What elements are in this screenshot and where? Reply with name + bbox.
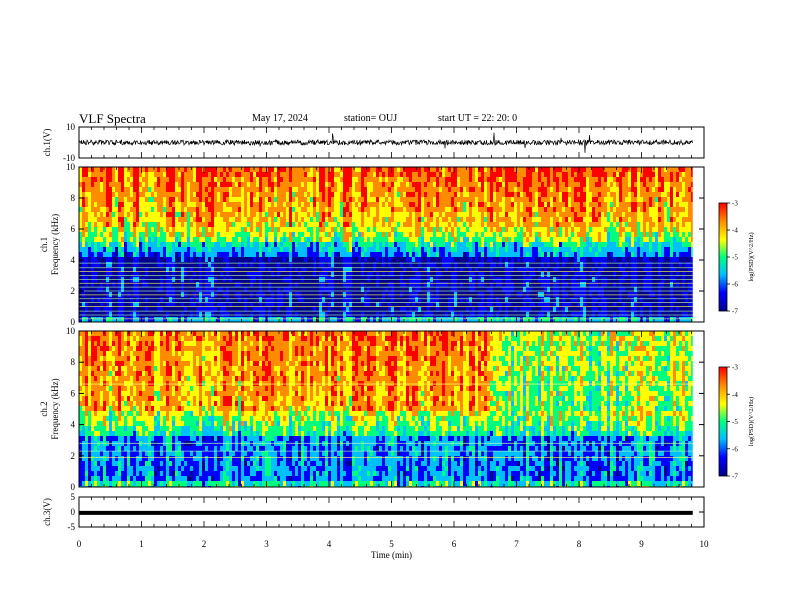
x-tick-label: 1 xyxy=(139,539,144,549)
x-tick-label: 0 xyxy=(77,539,82,549)
colorbar-1 xyxy=(718,202,728,312)
ch2-spec-tick-label: 8 xyxy=(71,357,76,367)
colorbar-tick-label: -3 xyxy=(732,200,738,208)
ch1-spec-tick-label: 8 xyxy=(71,193,76,203)
colorbar-tick-label: -4 xyxy=(732,391,738,399)
x-tick-label: 2 xyxy=(202,539,207,549)
start-time-label: start UT = 22: 20: 0 xyxy=(438,113,518,124)
ch1-spec-ylabel: Frequency (kHz) xyxy=(50,214,60,275)
ch3-wave-tick-label: -5 xyxy=(68,522,76,532)
spectrogram-cells xyxy=(79,331,693,487)
ch1-spec-tick-label: 10 xyxy=(66,162,76,172)
ch3-wave-tick-label: 5 xyxy=(71,492,76,502)
x-tick-label: 8 xyxy=(577,539,582,549)
colorbar-label: log(PSD)(V^2/Hz) xyxy=(748,232,755,281)
x-tick-label: 6 xyxy=(452,539,457,549)
colorbar-tick-label: -6 xyxy=(732,445,738,453)
ch2-spec-tick-label: 6 xyxy=(71,388,76,398)
colorbar-tick-label: -3 xyxy=(732,364,738,372)
date-label: May 17, 2024 xyxy=(252,113,308,124)
spectrogram-cells xyxy=(79,167,693,322)
x-tick-label: 7 xyxy=(514,539,519,549)
colorbar-tick-label: -5 xyxy=(732,254,738,262)
ch1-channel-label: ch.1 xyxy=(39,237,49,252)
ch3-wave-ylabel: ch.3(V) xyxy=(42,498,52,526)
colorbar-tick-label: -7 xyxy=(732,473,738,481)
station-label: station= OUJ xyxy=(344,113,398,124)
x-tick-label: 4 xyxy=(327,539,332,549)
ch2-channel-label: ch.2 xyxy=(39,401,49,416)
ch1-spec-tick-label: 6 xyxy=(71,224,76,234)
ch3-wave-tick-label: 0 xyxy=(71,507,76,517)
ch2-spec-tick-label: 0 xyxy=(71,482,76,492)
ch1-wave-tick-label: -10 xyxy=(63,153,75,163)
figure-title: VLF Spectra xyxy=(79,111,146,126)
colorbar-tick-label: -4 xyxy=(732,227,738,235)
colorbar-tick-label: -7 xyxy=(732,308,738,316)
ch2-spec-tick-label: 10 xyxy=(66,326,76,336)
ch2-spec-tick-label: 2 xyxy=(71,451,76,461)
x-tick-label: 9 xyxy=(639,539,644,549)
ch1-spec-tick-label: 2 xyxy=(71,286,76,296)
ch1-wave-tick-label: 10 xyxy=(66,122,76,132)
colorbars: -3 -4 -5 -6 -7 log(PSD)(V^2/Hz) -3 -4 -5 -6 -7 log(… xyxy=(718,200,755,481)
x-tick-label: 10 xyxy=(700,539,710,549)
ch1-wave-ylabel: ch.1(V) xyxy=(42,129,52,157)
colorbar-tick-label: -5 xyxy=(732,418,738,426)
ch2-spectrogram-panel xyxy=(78,330,705,488)
colorbar-tick-label: -6 xyxy=(732,281,738,289)
x-tick-label: 3 xyxy=(264,539,269,549)
ch1-trace xyxy=(78,132,693,153)
ch1-spectrogram-panel xyxy=(78,166,705,323)
colorbar-2 xyxy=(718,366,728,477)
ch1-spec-tick-label: 4 xyxy=(71,255,76,265)
ch1-spec-tick-label: 0 xyxy=(71,317,76,327)
ch2-spec-tick-label: 4 xyxy=(71,420,76,430)
ch2-spec-ylabel: Frequency (kHz) xyxy=(50,378,60,439)
colorbar-label: log(PSD)(V^2/Hz) xyxy=(748,397,755,446)
x-tick-label: 5 xyxy=(389,539,394,549)
x-axis-label: Time (min) xyxy=(371,550,412,560)
